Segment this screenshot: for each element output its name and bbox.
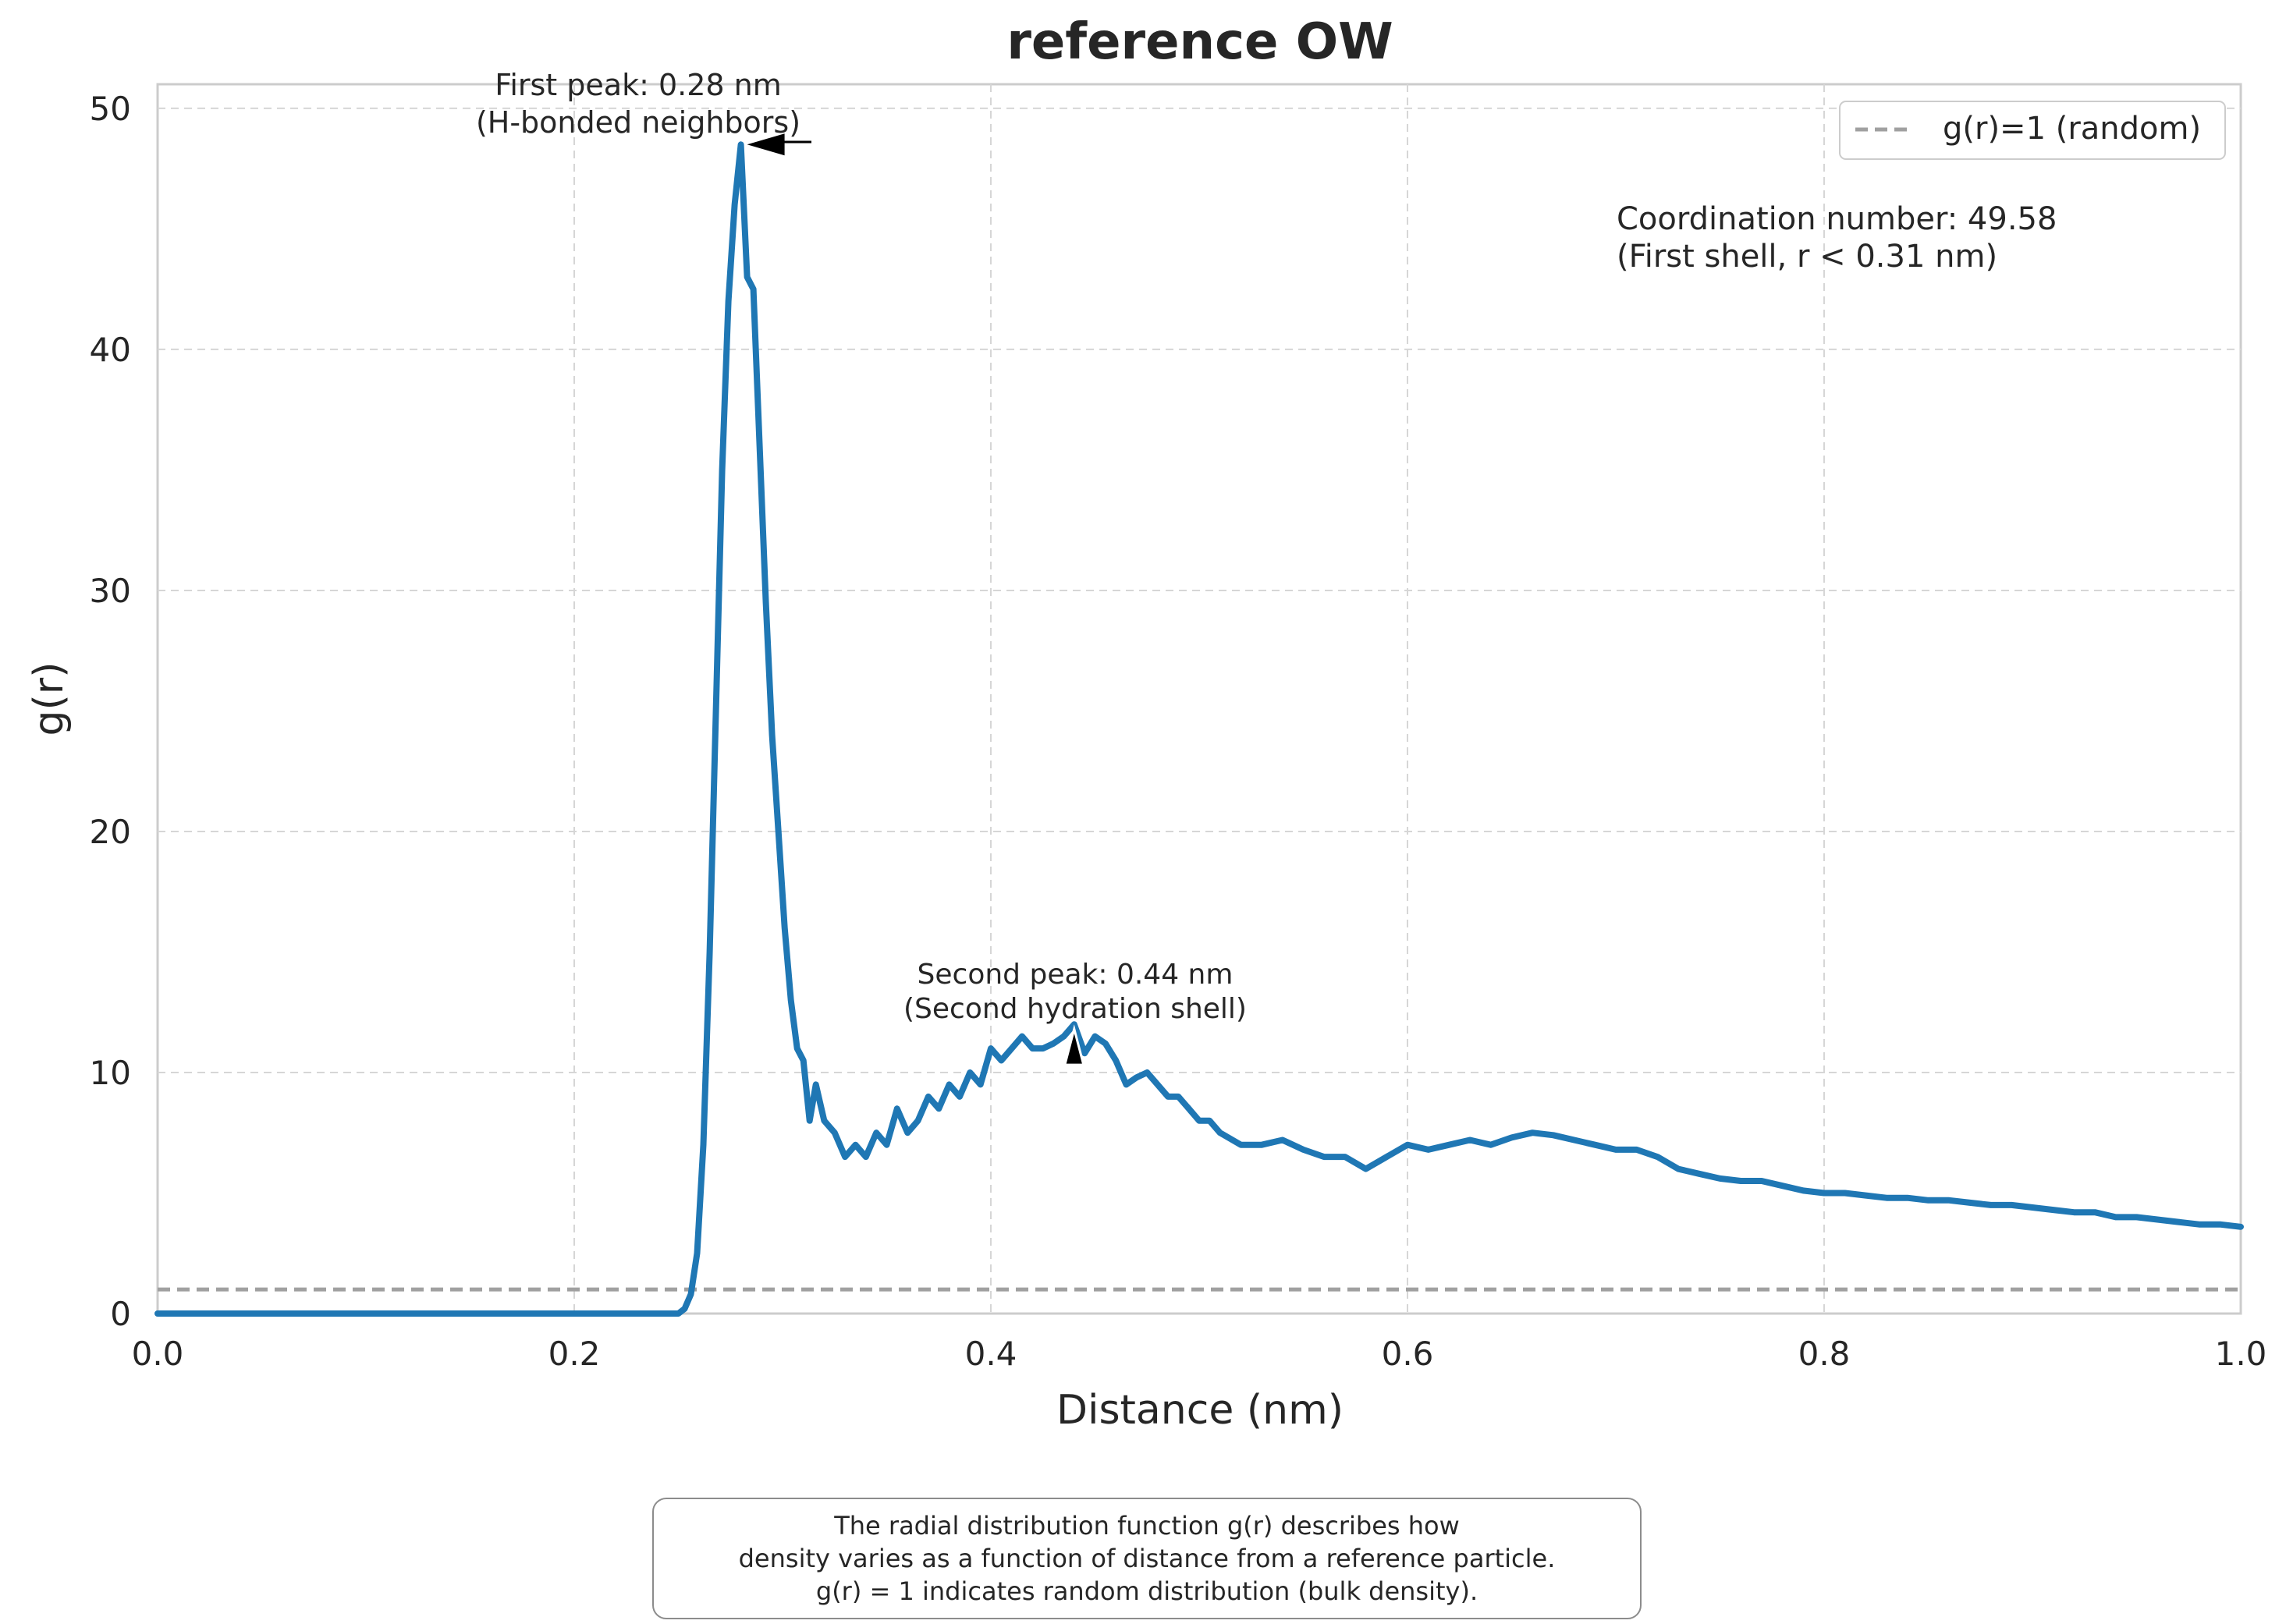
x-tick-labels: 0.0 0.2 0.4 0.6 0.8 1.0 xyxy=(132,1335,2267,1373)
first-peak-annotation: First peak: 0.28 nm (H-bonded neighbors) xyxy=(476,68,811,156)
legend: g(r)=1 (random) xyxy=(1839,101,2226,160)
coordination-annotation: Coordination number: 49.58 (First shell,… xyxy=(1617,201,2057,275)
y-tick-labels: 0 10 20 30 40 50 xyxy=(90,90,131,1333)
x-tick-label: 1.0 xyxy=(2215,1335,2267,1373)
first-peak-label-line1: First peak: 0.28 nm xyxy=(495,68,782,102)
x-tick-label: 0.4 xyxy=(965,1335,1017,1373)
legend-entry-label: g(r)=1 (random) xyxy=(1943,111,2201,147)
rdf-series-line xyxy=(154,141,2244,1317)
legend-box xyxy=(1839,101,2226,160)
series-group xyxy=(154,141,2244,1317)
second-peak-label-line2: (Second hydration shell) xyxy=(903,993,1247,1025)
chart-title: reference OW xyxy=(1006,13,1393,71)
second-peak-annotation: Second peak: 0.44 nm (Second hydration s… xyxy=(903,959,1247,1066)
x-tick-label: 0.2 xyxy=(548,1335,601,1373)
first-peak-label-line2: (H-bonded neighbors) xyxy=(476,105,800,140)
coordination-line1: Coordination number: 49.58 xyxy=(1617,201,2057,237)
explanation-line-3: g(r) = 1 indicates random distribution (… xyxy=(815,1576,1478,1606)
second-peak-arrowhead xyxy=(1063,1024,1085,1066)
explanation-line-1: The radial distribution function g(r) de… xyxy=(834,1511,1460,1541)
x-axis-label: Distance (nm) xyxy=(1056,1387,1344,1434)
y-tick-label: 10 xyxy=(90,1054,131,1092)
y-tick-label: 50 xyxy=(90,90,131,128)
plot-area xyxy=(156,83,2242,1315)
explanation-line-2: density varies as a function of distance… xyxy=(738,1544,1556,1573)
y-tick-label: 0 xyxy=(110,1295,131,1333)
grid-lines xyxy=(158,84,2241,1314)
y-axis-label: g(r) xyxy=(26,662,73,736)
y-tick-label: 40 xyxy=(90,331,131,369)
second-peak-label-line1: Second peak: 0.44 nm xyxy=(918,959,1234,991)
coordination-line2: (First shell, r < 0.31 nm) xyxy=(1617,239,1997,275)
y-tick-label: 30 xyxy=(90,572,131,610)
explanation-box: The radial distribution function g(r) de… xyxy=(652,1498,1642,1619)
x-tick-label: 0.0 xyxy=(132,1335,184,1373)
x-tick-label: 0.8 xyxy=(1798,1335,1851,1373)
y-tick-label: 20 xyxy=(90,813,131,851)
x-tick-label: 0.6 xyxy=(1382,1335,1434,1373)
first-peak-arrowhead xyxy=(747,133,785,156)
